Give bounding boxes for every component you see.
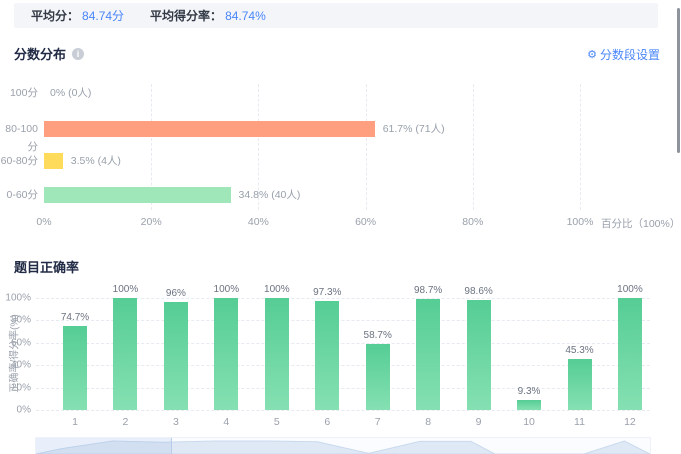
bar-value-label: 100% [264,284,290,295]
x-category-label: 9 [475,416,482,428]
bar[interactable] [44,121,375,137]
x-axis-name: 百分比（100%） [601,218,681,230]
x-category-label: 10 [523,416,535,428]
x-category-label: 4 [223,416,230,428]
x-category-label: 3 [172,416,179,428]
x-category-label: 2 [122,416,129,428]
average-score-value: 84.74分 [82,9,125,23]
bar-value-label: 96% [165,288,186,300]
bar[interactable] [416,299,441,410]
bar-value-label: 58.7% [363,330,392,342]
datazoom-area-preview [36,440,650,454]
x-category-label: 8 [425,416,432,428]
bar-value-label: 100% [617,284,643,295]
bar[interactable] [617,298,642,410]
x-axis-tick: 0% [36,216,52,228]
score-distribution-title-text: 分数分布 [14,47,67,62]
y-axis-tick: 0% [16,404,31,416]
y-axis-tick: 20% [10,382,31,394]
scrollbar-thumb[interactable] [677,8,680,153]
category-label: 100分 [9,87,38,99]
y-axis-label: 正确率/得分率(%) [9,314,21,393]
chart-row: 100分 0% (0人) [0,84,681,102]
x-category-label: 7 [374,416,381,428]
x-category-label: 6 [324,416,331,428]
gridline-horizontal [36,365,650,367]
value-label: 61.7% (71人) [382,123,445,135]
info-icon[interactable]: i [72,47,85,60]
bar[interactable] [113,298,138,410]
bar-value-label: 98.7% [413,285,443,297]
y-axis-tick: 100% [5,292,31,304]
x-axis-tick: 60% [355,216,377,228]
summary-bar: 平均分： 84.74分 平均得分率： 84.74% [14,3,658,28]
x-axis-tick: 40% [247,216,269,228]
value-label: 3.5% (4人) [70,155,121,167]
bar-value-label: 74.7% [60,312,90,324]
bar[interactable] [567,359,592,410]
bar[interactable] [63,326,87,410]
bar[interactable] [44,153,63,169]
y-axis-tick: 40% [10,359,31,371]
bar[interactable] [315,301,340,410]
score-distribution-title: 分数分布 i [14,44,85,63]
average-rate-label: 平均得分率： [150,9,223,23]
x-category-label: 12 [624,416,636,428]
score-range-settings-label: 分数段设置 [599,48,660,62]
category-label: 60-80分 [0,155,38,167]
score-range-settings-button[interactable]: ⚙ 分数段设置 [587,46,660,63]
question-accuracy-title-text: 题目正确率 [14,260,80,275]
gridline-horizontal [36,342,650,344]
average-rate-value: 84.74% [225,8,266,23]
value-label: 34.8% (40人) [238,189,301,201]
x-category-label: 11 [574,416,585,428]
category-label: 80-100分 [5,123,38,153]
average-rate-group: 平均得分率： 84.74% [150,7,266,24]
gridline-horizontal [36,320,650,322]
bar-value-label: 9.3% [517,385,541,397]
gridline-vertical [365,84,367,210]
x-category-label: 5 [273,416,280,428]
bar-value-label: 97.3% [313,287,342,299]
gridline-vertical [472,84,474,210]
bar[interactable] [163,302,188,410]
bar[interactable] [517,399,542,410]
y-axis-tick: 60% [10,337,31,349]
gridline-vertical [258,84,260,210]
category-label: 0-60分 [6,189,38,201]
gridline-horizontal [36,387,650,389]
average-score-label: 平均分： [31,9,80,23]
gridline-vertical [580,84,581,210]
bar-value-label: 45.3% [565,345,594,357]
gridline-horizontal [36,410,650,411]
bar-value-label: 100% [112,284,139,295]
gridline-horizontal [36,298,650,299]
gear-icon: ⚙ [587,48,597,61]
average-score-group: 平均分： 84.74分 [31,7,124,24]
datazoom-slider[interactable] [35,437,651,454]
x-axis-tick: 20% [140,216,162,228]
x-axis-tick: 80% [462,216,484,228]
bar-value-label: 100% [213,284,240,295]
bar-value-label: 98.6% [464,285,493,297]
chart-row: 0-60分 34.8% (40人) [0,186,681,204]
chart-row: 80-100分 61.7% (71人) [0,120,681,153]
bar[interactable] [264,298,289,410]
x-category-label: 1 [72,416,78,428]
question-accuracy-title: 题目正确率 [14,257,79,276]
x-axis-tick: 100% [566,216,594,228]
y-axis-tick: 80% [10,314,31,326]
bar[interactable] [214,298,239,410]
datazoom-selected-window[interactable] [36,438,173,454]
chart-row: 60-80分 3.5% (4人) [0,152,681,170]
bar[interactable] [44,187,231,203]
bar[interactable] [365,344,390,410]
gridline-vertical [151,84,153,210]
value-label: 0% (0人) [50,87,92,99]
bar[interactable] [466,299,491,410]
